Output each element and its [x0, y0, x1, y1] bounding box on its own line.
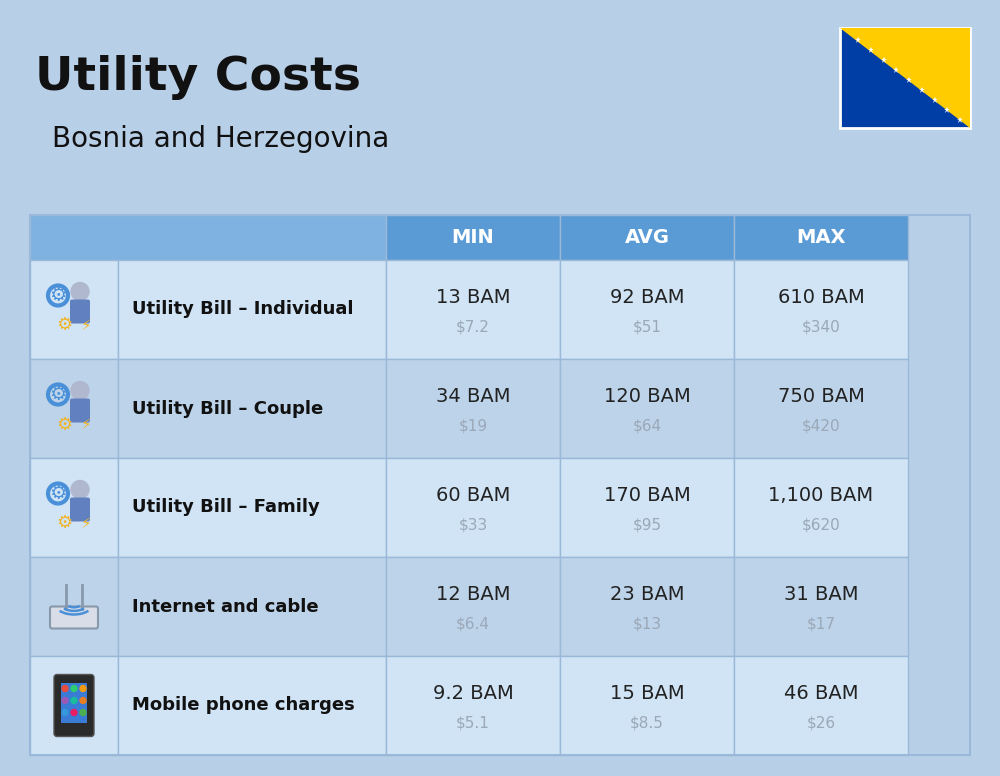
Circle shape: [71, 709, 77, 715]
FancyBboxPatch shape: [54, 674, 94, 736]
Text: ⚙: ⚙: [49, 484, 67, 503]
Circle shape: [71, 382, 89, 400]
FancyBboxPatch shape: [560, 656, 734, 755]
Text: $19: $19: [458, 419, 488, 434]
FancyBboxPatch shape: [70, 399, 90, 422]
FancyBboxPatch shape: [734, 260, 908, 359]
Text: $33: $33: [458, 518, 488, 533]
Text: $26: $26: [806, 715, 836, 731]
Text: 120 BAM: 120 BAM: [604, 387, 690, 406]
FancyBboxPatch shape: [61, 683, 87, 722]
FancyBboxPatch shape: [386, 215, 560, 260]
Text: Mobile phone charges: Mobile phone charges: [132, 697, 355, 715]
Text: 60 BAM: 60 BAM: [436, 486, 510, 505]
FancyBboxPatch shape: [840, 28, 970, 128]
Text: Utility Bill – Family: Utility Bill – Family: [132, 498, 320, 517]
Text: 610 BAM: 610 BAM: [778, 288, 864, 307]
Circle shape: [80, 709, 86, 715]
FancyBboxPatch shape: [50, 607, 98, 629]
Text: ⚡: ⚡: [81, 318, 91, 333]
Text: Utility Bill – Individual: Utility Bill – Individual: [132, 300, 354, 318]
FancyBboxPatch shape: [30, 215, 386, 260]
Text: ⚙: ⚙: [49, 286, 67, 305]
Text: Internet and cable: Internet and cable: [132, 598, 319, 615]
Text: ⚡: ⚡: [81, 516, 91, 531]
Text: $7.2: $7.2: [456, 320, 490, 334]
Text: ⚡: ⚡: [81, 417, 91, 432]
FancyBboxPatch shape: [70, 497, 90, 521]
FancyBboxPatch shape: [560, 458, 734, 557]
Text: 12 BAM: 12 BAM: [436, 585, 510, 605]
FancyBboxPatch shape: [118, 260, 386, 359]
Text: $64: $64: [632, 419, 662, 434]
Text: 15 BAM: 15 BAM: [610, 684, 684, 703]
Text: $17: $17: [806, 617, 836, 632]
FancyBboxPatch shape: [30, 359, 118, 458]
Text: $8.5: $8.5: [630, 715, 664, 731]
FancyBboxPatch shape: [386, 458, 560, 557]
FancyBboxPatch shape: [118, 557, 386, 656]
Text: $95: $95: [632, 518, 662, 533]
Text: ⚙: ⚙: [56, 317, 72, 334]
FancyBboxPatch shape: [734, 359, 908, 458]
Text: Utility Bill – Couple: Utility Bill – Couple: [132, 400, 323, 417]
Text: $6.4: $6.4: [456, 617, 490, 632]
FancyBboxPatch shape: [386, 557, 560, 656]
Text: 9.2 BAM: 9.2 BAM: [433, 684, 513, 703]
Text: 31 BAM: 31 BAM: [784, 585, 858, 605]
FancyBboxPatch shape: [386, 656, 560, 755]
FancyBboxPatch shape: [734, 458, 908, 557]
FancyBboxPatch shape: [386, 260, 560, 359]
Text: 170 BAM: 170 BAM: [604, 486, 690, 505]
FancyBboxPatch shape: [560, 260, 734, 359]
Circle shape: [71, 480, 89, 498]
Polygon shape: [840, 28, 970, 128]
FancyBboxPatch shape: [30, 260, 118, 359]
FancyBboxPatch shape: [734, 557, 908, 656]
Circle shape: [71, 698, 77, 704]
Text: ⚙: ⚙: [49, 385, 67, 404]
FancyBboxPatch shape: [386, 359, 560, 458]
Text: $420: $420: [802, 419, 840, 434]
FancyBboxPatch shape: [30, 458, 118, 557]
Circle shape: [80, 685, 86, 691]
Text: ⚙: ⚙: [56, 415, 72, 434]
Text: Bosnia and Herzegovina: Bosnia and Herzegovina: [52, 125, 389, 153]
Text: $5.1: $5.1: [456, 715, 490, 731]
FancyBboxPatch shape: [560, 557, 734, 656]
Text: MIN: MIN: [452, 228, 494, 247]
Text: 34 BAM: 34 BAM: [436, 387, 510, 406]
FancyBboxPatch shape: [734, 215, 908, 260]
FancyBboxPatch shape: [560, 359, 734, 458]
Text: AVG: AVG: [624, 228, 670, 247]
Text: MAX: MAX: [796, 228, 846, 247]
Text: 13 BAM: 13 BAM: [436, 288, 510, 307]
Text: $51: $51: [633, 320, 662, 334]
FancyBboxPatch shape: [560, 215, 734, 260]
FancyBboxPatch shape: [734, 656, 908, 755]
Text: $13: $13: [632, 617, 662, 632]
FancyBboxPatch shape: [30, 557, 118, 656]
Text: 92 BAM: 92 BAM: [610, 288, 684, 307]
Text: 46 BAM: 46 BAM: [784, 684, 858, 703]
FancyBboxPatch shape: [70, 300, 90, 324]
Text: 750 BAM: 750 BAM: [778, 387, 864, 406]
FancyBboxPatch shape: [30, 656, 118, 755]
Text: $340: $340: [802, 320, 840, 334]
FancyBboxPatch shape: [118, 458, 386, 557]
Text: ⚙: ⚙: [56, 514, 72, 532]
Circle shape: [62, 685, 68, 691]
Text: 23 BAM: 23 BAM: [610, 585, 684, 605]
FancyBboxPatch shape: [118, 359, 386, 458]
FancyBboxPatch shape: [118, 656, 386, 755]
Circle shape: [71, 282, 89, 300]
Text: 1,100 BAM: 1,100 BAM: [768, 486, 874, 505]
Text: $620: $620: [802, 518, 840, 533]
Circle shape: [71, 685, 77, 691]
Text: Utility Costs: Utility Costs: [35, 55, 361, 100]
Circle shape: [80, 698, 86, 704]
Circle shape: [62, 698, 68, 704]
Circle shape: [62, 709, 68, 715]
